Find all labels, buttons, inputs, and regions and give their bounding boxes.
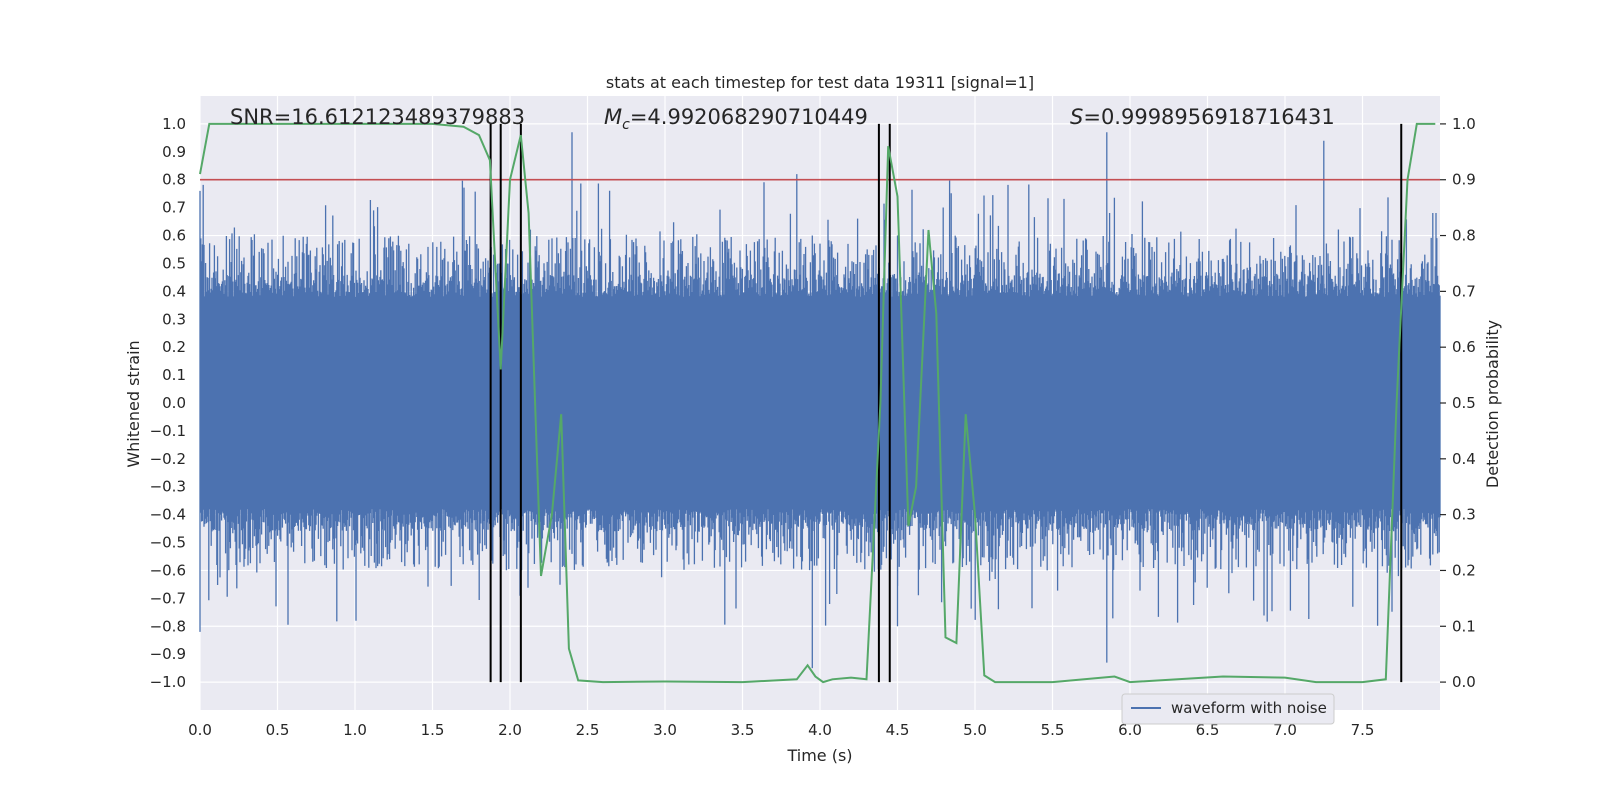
significance-annotation: S=0.9998956918716431 [1070, 105, 1335, 129]
y2-tick-label: 0.4 [1452, 450, 1476, 468]
chirp-mass-annotation: Mc=4.992068290710449 [604, 105, 868, 133]
waveform-line [199, 132, 1441, 669]
x-tick-label: 4.0 [808, 721, 832, 739]
x-tick-label: 4.5 [886, 721, 910, 739]
significance-value: =0.9998956918716431 [1083, 105, 1334, 129]
y2-tick-label: 0.9 [1452, 171, 1476, 189]
y2-tick-label: 0.6 [1452, 338, 1476, 356]
legend: waveform with noise [1121, 693, 1335, 725]
y-tick-label: −0.5 [150, 534, 186, 552]
significance-symbol: S [1070, 105, 1083, 129]
y-axis-label: Whitened strain [124, 340, 143, 467]
x-axis-ticks: 0.0 0.5 1.0 1.5 2.0 2.5 3.0 3.5 4.0 4.5 5.0 5.5 6.0 6… [188, 721, 1374, 739]
y-tick-label: −0.6 [150, 561, 186, 579]
y-tick-label: 0.9 [162, 143, 186, 161]
y2-tick-label: 0.7 [1452, 282, 1476, 300]
detection-probability-series [199, 122, 1436, 684]
x-tick-label: 1.5 [421, 721, 445, 739]
detection-probability-line [199, 122, 1436, 684]
y-tick-label: −0.7 [150, 589, 186, 607]
x-tick-label: 3.5 [731, 721, 755, 739]
y2-tick-label: 0.1 [1452, 617, 1476, 635]
chirp-mass-value: =4.992068290710449 [630, 105, 868, 129]
y2-axis-ticks: 1.0 0.9 0.8 0.7 0.6 0.5 0.4 0.3 0.2 0.1 0.0 [1440, 115, 1476, 691]
y2-axis-label: Detection probability [1483, 320, 1502, 488]
snr-annotation: SNR=16.612123489379883 [230, 105, 525, 129]
legend-box [1121, 693, 1335, 725]
annotations: SNR=16.612123489379883 Mc=4.992068290710… [230, 105, 1335, 133]
y-tick-label: 0.4 [162, 282, 186, 300]
y-tick-label: −0.1 [150, 422, 186, 440]
waveform-series [199, 132, 1441, 669]
y2-tick-label: 0.2 [1452, 561, 1476, 579]
event-markers [489, 123, 1403, 683]
x-tick-label: 2.0 [498, 721, 522, 739]
x-tick-label: 7.5 [1351, 721, 1375, 739]
y-tick-label: −0.8 [150, 617, 186, 635]
legend-label-waveform: waveform with noise [1171, 699, 1327, 717]
y2-tick-label: 1.0 [1452, 115, 1476, 133]
x-axis-label: Time (s) [786, 746, 852, 765]
y-axis-ticks: 1.0 0.9 0.8 0.7 0.6 0.5 0.4 0.3 0.2 0.1 0.0 −0.1 −0.… [150, 115, 186, 691]
y-tick-label: 0.8 [162, 171, 186, 189]
y2-tick-label: 0.8 [1452, 227, 1476, 245]
chirp-mass-symbol: M [604, 105, 622, 129]
x-tick-label: 6.0 [1118, 721, 1142, 739]
y-tick-label: 0.6 [162, 227, 186, 245]
x-tick-label: 5.0 [963, 721, 987, 739]
y-tick-label: 0.3 [162, 310, 186, 328]
y-tick-label: 0.0 [162, 394, 186, 412]
y-tick-label: 0.1 [162, 366, 186, 384]
chirp-mass-subscript: c [622, 117, 630, 133]
y-tick-label: 0.5 [162, 254, 186, 272]
y-tick-label: −1.0 [150, 673, 186, 691]
y2-tick-label: 0.3 [1452, 506, 1476, 524]
y-tick-label: −0.4 [150, 506, 186, 524]
y-tick-label: 0.2 [162, 338, 186, 356]
y-tick-label: 1.0 [162, 115, 186, 133]
y-tick-label: −0.9 [150, 645, 186, 663]
y-tick-label: −0.3 [150, 478, 186, 496]
x-tick-label: 0.0 [188, 721, 212, 739]
x-tick-label: 5.5 [1041, 721, 1065, 739]
y-tick-label: −0.2 [150, 450, 186, 468]
x-tick-label: 0.5 [266, 721, 290, 739]
x-tick-label: 6.5 [1196, 721, 1220, 739]
y-tick-label: 0.7 [162, 199, 186, 217]
chart-title: stats at each timestep for test data 193… [606, 73, 1034, 92]
x-tick-label: 2.5 [576, 721, 600, 739]
x-tick-label: 1.0 [343, 721, 367, 739]
y2-tick-label: 0.0 [1452, 673, 1476, 691]
y2-tick-label: 0.5 [1452, 394, 1476, 412]
x-tick-label: 7.0 [1273, 721, 1297, 739]
x-tick-label: 3.0 [653, 721, 677, 739]
